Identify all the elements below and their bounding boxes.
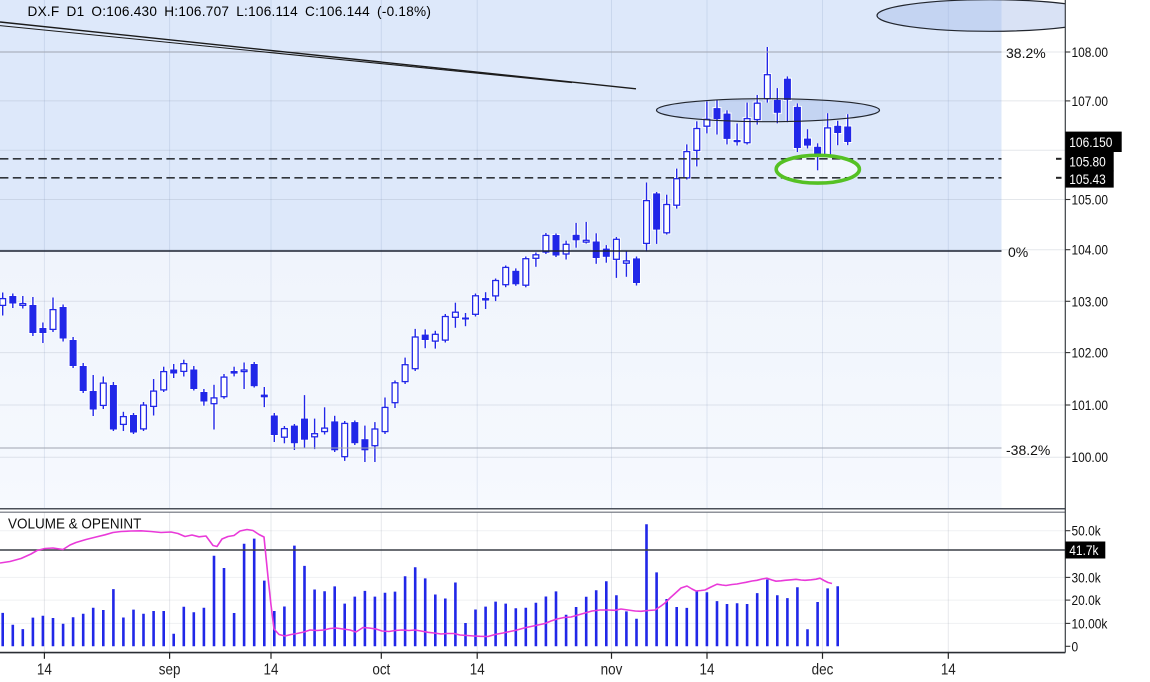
svg-text:104.00: 104.00: [1072, 242, 1108, 258]
svg-text:14: 14: [470, 662, 485, 679]
svg-text:oct: oct: [372, 662, 390, 679]
svg-text:nov: nov: [601, 662, 623, 679]
svg-text:41.7k: 41.7k: [1069, 542, 1099, 558]
svg-text:14: 14: [941, 662, 956, 679]
svg-text:103.00: 103.00: [1072, 293, 1108, 309]
svg-text:14: 14: [700, 662, 715, 679]
svg-text:102.00: 102.00: [1072, 345, 1108, 361]
svg-text:30.0k: 30.0k: [1072, 569, 1102, 585]
svg-text:14: 14: [264, 662, 279, 679]
svg-text:VOLUME & OPENINT: VOLUME & OPENINT: [8, 516, 142, 533]
svg-text:105.43: 105.43: [1069, 171, 1105, 187]
svg-text:101.00: 101.00: [1072, 397, 1108, 413]
svg-text:0: 0: [1072, 638, 1079, 654]
svg-text:105.00: 105.00: [1072, 192, 1108, 208]
svg-text:107.00: 107.00: [1072, 93, 1108, 109]
svg-text:106.150: 106.150: [1069, 134, 1112, 150]
svg-text:105.80: 105.80: [1069, 154, 1105, 170]
svg-text:DX.F D1 O:106.430 H:106.707 L:: DX.F D1 O:106.430 H:106.707 L:106.114 C:…: [28, 4, 432, 19]
svg-text:sep: sep: [159, 662, 181, 679]
svg-text:108.00: 108.00: [1072, 44, 1108, 60]
svg-text:38.2%: 38.2%: [1006, 45, 1046, 61]
svg-text:20.0k: 20.0k: [1072, 592, 1102, 608]
svg-text:-38.2%: -38.2%: [1006, 442, 1050, 458]
svg-text:100.00: 100.00: [1072, 449, 1108, 465]
svg-text:10.00k: 10.00k: [1072, 615, 1108, 631]
svg-text:dec: dec: [812, 662, 834, 679]
svg-text:0%: 0%: [1008, 244, 1028, 260]
svg-text:14: 14: [37, 662, 52, 679]
svg-text:50.0k: 50.0k: [1072, 523, 1102, 539]
